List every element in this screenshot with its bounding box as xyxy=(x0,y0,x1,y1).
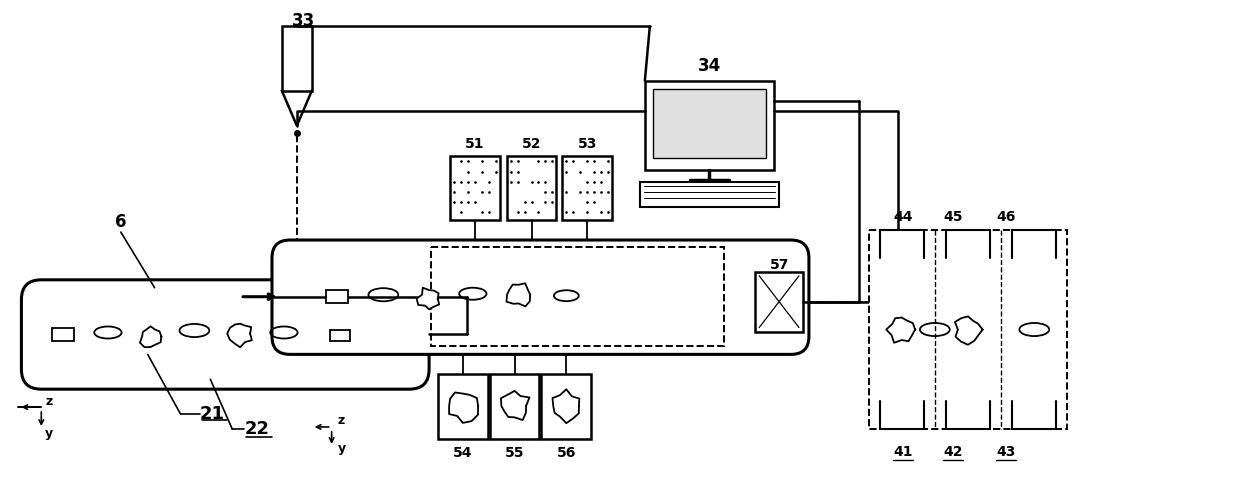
Bar xyxy=(431,247,725,346)
Text: y: y xyxy=(337,442,346,455)
Text: 21: 21 xyxy=(199,405,224,423)
Text: 33: 33 xyxy=(292,12,316,30)
Bar xyxy=(282,26,312,91)
Polygon shape xyxy=(416,288,439,309)
Bar xyxy=(450,155,499,220)
Text: 53: 53 xyxy=(577,137,597,150)
Text: 44: 44 xyxy=(893,210,913,224)
Polygon shape xyxy=(227,324,252,347)
Bar xyxy=(869,230,1068,429)
Bar xyxy=(52,328,74,341)
Text: 46: 46 xyxy=(996,210,1016,224)
Text: 43: 43 xyxy=(996,445,1016,459)
Text: y: y xyxy=(46,427,53,441)
Text: z: z xyxy=(46,394,52,408)
Bar xyxy=(639,182,779,207)
Text: 34: 34 xyxy=(698,57,721,75)
Text: 54: 54 xyxy=(453,446,472,460)
Bar xyxy=(653,89,766,158)
Bar xyxy=(330,329,349,342)
Text: 55: 55 xyxy=(504,446,524,460)
Polygon shape xyxy=(955,317,983,345)
Text: 45: 45 xyxy=(943,210,963,224)
FancyBboxPatch shape xyxy=(273,240,809,354)
Bar xyxy=(439,374,488,439)
Text: 22: 22 xyxy=(244,420,270,438)
Bar xyxy=(507,155,556,220)
Bar xyxy=(563,155,612,220)
Bar xyxy=(326,290,348,303)
Text: 56: 56 xyxy=(556,446,576,460)
Text: 57: 57 xyxy=(769,258,789,272)
Polygon shape xyxy=(501,391,529,420)
Bar xyxy=(489,374,539,439)
Polygon shape xyxy=(140,326,161,347)
Text: 52: 52 xyxy=(522,137,541,150)
Bar xyxy=(644,81,774,171)
FancyBboxPatch shape xyxy=(21,280,429,389)
Text: 6: 6 xyxy=(115,213,126,231)
Polygon shape xyxy=(449,392,478,423)
Bar xyxy=(541,374,591,439)
Polygon shape xyxy=(886,318,916,343)
Text: 41: 41 xyxy=(893,445,913,459)
Polygon shape xyxy=(507,283,530,306)
Text: 51: 51 xyxy=(465,137,484,150)
Text: z: z xyxy=(337,415,344,427)
Bar xyxy=(756,272,803,332)
Polygon shape xyxy=(553,389,580,423)
Text: 42: 42 xyxy=(943,445,963,459)
